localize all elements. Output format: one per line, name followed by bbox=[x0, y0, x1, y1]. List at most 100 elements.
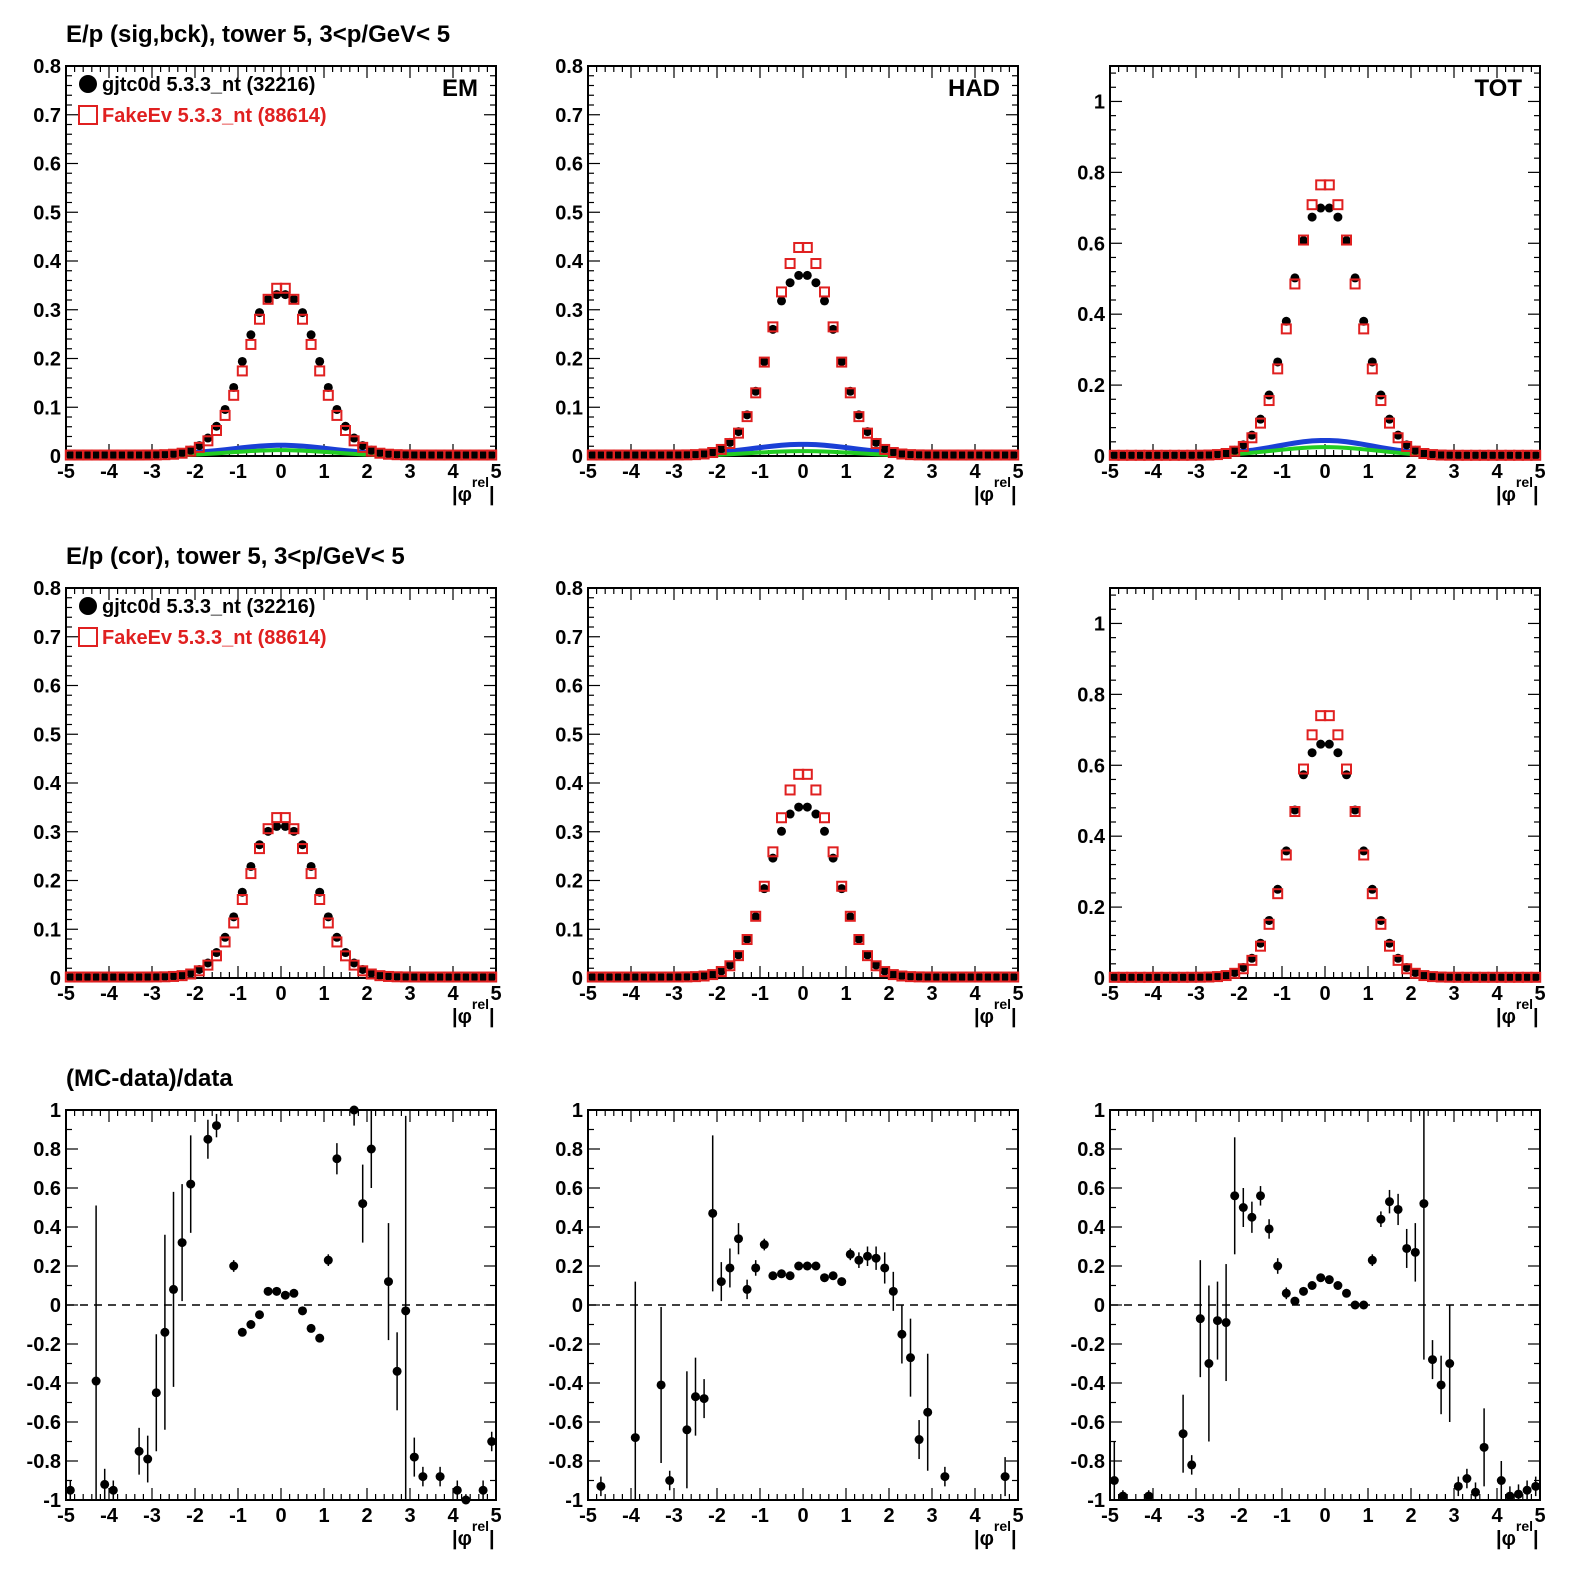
row1-TOT-data-point bbox=[1178, 450, 1188, 460]
row2-TOT-data-point bbox=[1221, 970, 1231, 980]
row1-TOT-mc-point bbox=[1237, 440, 1249, 452]
row1-TOT-mc-point bbox=[1306, 199, 1318, 211]
row1-HAD-data-point bbox=[699, 449, 709, 459]
row3-EM-ytick-label: -0.8 bbox=[27, 1451, 61, 1473]
row3-EM-ratio-point bbox=[160, 1327, 170, 1337]
row1-HAD-xtick-label: 0 bbox=[797, 461, 808, 483]
row3-EM-ratio-point bbox=[409, 1452, 419, 1462]
row2-EM-data-point bbox=[65, 972, 75, 982]
row2-HAD-data-point bbox=[785, 809, 795, 819]
row2-EM-data-point bbox=[160, 972, 170, 982]
row1-TOT-data-point bbox=[1471, 450, 1480, 460]
row1-EM-data-point bbox=[65, 450, 75, 460]
row1-EM-mc-point bbox=[486, 449, 498, 461]
row1-HAD-data-point bbox=[716, 444, 726, 454]
row1-TOT-data-point bbox=[1170, 450, 1179, 460]
row1-EM-mc-point bbox=[288, 293, 300, 305]
row3-HAD-ratio-point bbox=[863, 1251, 872, 1261]
row3-HAD-ratio-point bbox=[742, 1284, 752, 1294]
row2-EM-data-point bbox=[418, 972, 428, 982]
row1-HAD-mc-point bbox=[862, 427, 873, 439]
row1-HAD-ytick-label: 0.8 bbox=[555, 56, 583, 78]
row2-TOT-mc-point bbox=[1306, 729, 1318, 741]
xaxis-title-main: |φ bbox=[452, 1528, 472, 1550]
row1-HAD-ytick-label: 0.6 bbox=[555, 154, 583, 176]
row1-EM-ytick-label: 0.5 bbox=[33, 202, 61, 224]
row1-TOT-data-point bbox=[1152, 450, 1162, 460]
row1-HAD-mc-point bbox=[810, 258, 822, 270]
row2-TOT-data-point bbox=[1324, 739, 1334, 749]
row2-TOT-data-point bbox=[1410, 968, 1420, 978]
row1-TOT-data-point bbox=[1118, 450, 1128, 460]
row1-TOT-data-point bbox=[1135, 450, 1145, 460]
row2-HAD-mc-point bbox=[870, 960, 882, 972]
row1-TOT-xtick-label: 0 bbox=[1319, 461, 1330, 483]
row1-EM-ytick-label: 0.4 bbox=[33, 251, 62, 273]
row2-HAD-data-point bbox=[845, 912, 855, 922]
row1-TOT-mc-point bbox=[1332, 199, 1344, 211]
row3-TOT-ytick-label: 0.6 bbox=[1077, 1178, 1105, 1200]
row1-HAD-data-point bbox=[665, 450, 675, 460]
row2-EM-legend-data-label: gjtc0d 5.3.3_nt (32216) bbox=[102, 596, 315, 618]
row3-HAD-ratio-point bbox=[1000, 1472, 1010, 1482]
row1-EM-data-point bbox=[470, 450, 479, 460]
row3-TOT-ratio-point bbox=[1299, 1286, 1308, 1296]
row2-TOT-data-point bbox=[1187, 972, 1197, 982]
row1-HAD-mc-point bbox=[784, 258, 796, 270]
row3-EM-ratio-point bbox=[280, 1290, 290, 1300]
row3-EM-ratio-point bbox=[108, 1485, 118, 1495]
row3-HAD-ratio-point bbox=[699, 1394, 709, 1404]
row1-HAD-data-point bbox=[682, 450, 692, 460]
row1-EM-legend-data-label: gjtc0d 5.3.3_nt (32216) bbox=[102, 74, 315, 96]
row1-HAD-xtick-label: -1 bbox=[751, 461, 769, 483]
row3-EM-xtick-label: -1 bbox=[229, 1505, 247, 1527]
row3-HAD-ytick-label: 0.4 bbox=[555, 1217, 584, 1239]
row3-HAD-ratio-point bbox=[923, 1407, 933, 1417]
row3-EM-ratio-point bbox=[401, 1306, 411, 1316]
row2-EM-xtick-label: -1 bbox=[229, 983, 247, 1005]
row3-HAD-xtick-label: -1 bbox=[751, 1505, 769, 1527]
row3-HAD-xtick-label: 0 bbox=[797, 1505, 808, 1527]
row3-EM-ytick-label: -1 bbox=[43, 1490, 61, 1512]
row2-EM-ytick-label: 0 bbox=[50, 968, 61, 990]
xaxis-title-sup: rel bbox=[472, 474, 489, 490]
row1-TOT-data-point bbox=[1453, 450, 1463, 460]
row1-HAD-ytick-label: 0 bbox=[572, 446, 583, 468]
row3-TOT-xtick-label: 0 bbox=[1319, 1505, 1330, 1527]
row1-EM-mc-point bbox=[305, 338, 317, 350]
row1-EM-data-point bbox=[298, 308, 307, 318]
row2-TOT-data-point bbox=[1342, 770, 1351, 780]
row1-TOT-ytick-label: 0.6 bbox=[1077, 233, 1105, 255]
row1-HAD-data-point bbox=[785, 278, 795, 288]
row2-HAD-xtick-label: 0 bbox=[797, 983, 808, 1005]
row2-TOT-xtick-label: -4 bbox=[1144, 983, 1163, 1005]
row1-HAD-xtick-label: -4 bbox=[622, 461, 641, 483]
row2-TOT-mc-point bbox=[1375, 918, 1387, 930]
row2-HAD-mc-point bbox=[733, 950, 744, 962]
row2-EM-data-point bbox=[280, 821, 290, 831]
row3-EM-xtick-label: -4 bbox=[100, 1505, 119, 1527]
row3-EM-xtick-label: -5 bbox=[57, 1505, 75, 1527]
row2-EM-ytick-label: 0.1 bbox=[33, 919, 61, 941]
row3-TOT-xtick-label: 3 bbox=[1448, 1505, 1459, 1527]
row3-TOT-ratio-point bbox=[1109, 1476, 1119, 1485]
row3-TOT-ratio-point bbox=[1307, 1281, 1317, 1290]
row3-TOT-ratio-point bbox=[1350, 1300, 1360, 1310]
row3-TOT-ytick-label: -0.8 bbox=[1071, 1451, 1105, 1473]
row1-EM-xtick-label: 5 bbox=[490, 461, 501, 483]
row2-EM-data-point bbox=[487, 972, 497, 982]
row2-EM-data-point bbox=[461, 972, 471, 982]
row3-HAD-ratio-point bbox=[802, 1261, 812, 1271]
xaxis-title-main: |φ bbox=[452, 1006, 472, 1028]
row1-TOT-xtick-label: -4 bbox=[1144, 461, 1163, 483]
row1-TOT-mc-point bbox=[1384, 417, 1395, 429]
row1-TOT-label: TOT bbox=[1474, 75, 1522, 102]
row1-HAD-data-point bbox=[974, 450, 984, 460]
row2-EM-data-point bbox=[470, 972, 479, 982]
row1-TOT-data-point bbox=[1410, 445, 1420, 455]
row1-EM-mc-point bbox=[348, 435, 360, 447]
row2-TOT-mc-point bbox=[1332, 729, 1344, 741]
row2-TOT-data-point bbox=[1307, 748, 1317, 758]
row3-TOT-ratio-point bbox=[1462, 1474, 1472, 1484]
row1-TOT-data-point bbox=[1195, 450, 1205, 460]
